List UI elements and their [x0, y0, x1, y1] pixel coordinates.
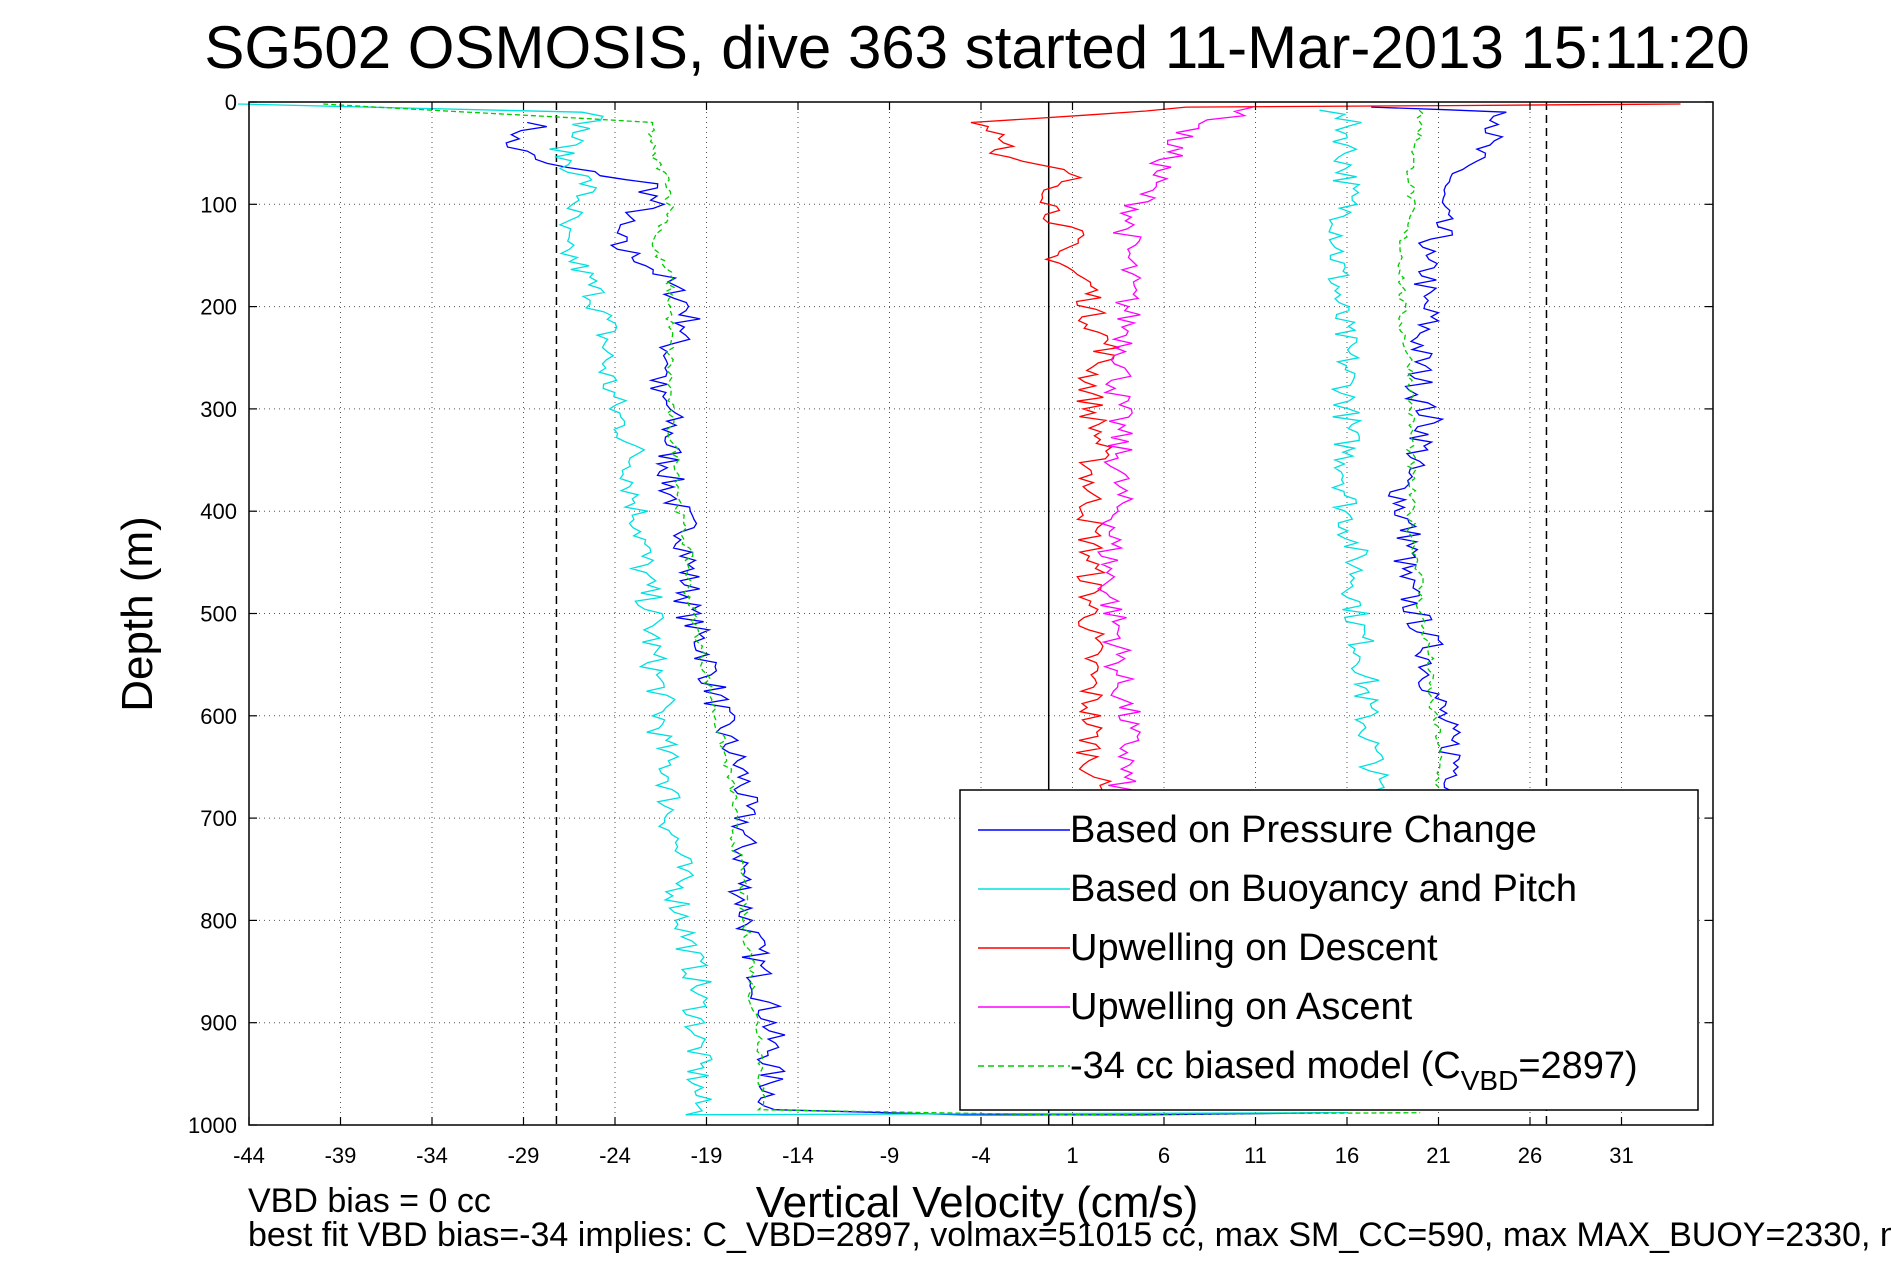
- series-line: [1397, 109, 1443, 809]
- y-tick-label: 200: [200, 295, 237, 320]
- y-tick-label: 900: [200, 1011, 237, 1036]
- x-tick-label: -19: [691, 1143, 723, 1168]
- y-axis-label: Depth (m): [113, 516, 162, 712]
- x-tick-label: 21: [1426, 1143, 1450, 1168]
- x-axis-label: Vertical Velocity (cm/s): [756, 1178, 1199, 1227]
- x-tick-label: -24: [599, 1143, 631, 1168]
- series-line: [323, 103, 1421, 1116]
- series-line: [505, 121, 1329, 1116]
- y-tick-label: 1000: [188, 1113, 237, 1138]
- x-tick-labels: -44 -39 -34 -29 -24 -19 -14 -9 -4 1 6 11 16 21 26 31: [233, 102, 1634, 1168]
- legend-label: Upwelling on Ascent: [1070, 986, 1413, 1028]
- series-line: [970, 103, 1681, 799]
- y-tick-label: 500: [200, 602, 237, 627]
- series-line: [1371, 106, 1507, 809]
- x-tick-label: 11: [1244, 1143, 1267, 1168]
- x-tick-label: -34: [416, 1143, 448, 1168]
- y-tick-label: 300: [200, 397, 237, 422]
- x-tick-label: -44: [233, 1143, 265, 1168]
- series-line: [1319, 109, 1390, 809]
- series-line: [1096, 106, 1254, 799]
- chart-title: SG502 OSMOSIS, dive 363 started 11-Mar-2…: [204, 14, 1749, 81]
- legend-label: Based on Buoyancy and Pitch: [1070, 868, 1577, 910]
- y-tick-label: 600: [200, 704, 237, 729]
- legend-label: Based on Pressure Change: [1070, 809, 1537, 851]
- y-tick-label: 800: [200, 908, 237, 933]
- footer-line-2: best fit VBD bias=-34 implies: C_VBD=289…: [248, 1216, 1891, 1254]
- y-tick-label: 0: [225, 90, 237, 115]
- footer-line-1: VBD bias = 0 cc: [248, 1182, 491, 1220]
- x-tick-label: -39: [325, 1143, 357, 1168]
- x-tick-label: -29: [508, 1143, 540, 1168]
- legend-label: Upwelling on Descent: [1070, 927, 1438, 969]
- y-tick-label: 100: [200, 192, 237, 217]
- x-tick-label: -9: [880, 1143, 900, 1168]
- y-tick-label: 400: [200, 499, 237, 524]
- x-tick-label: 31: [1609, 1143, 1633, 1168]
- legend-box: [959, 789, 1699, 1111]
- x-tick-label: -14: [782, 1143, 814, 1168]
- x-tick-label: 26: [1518, 1143, 1542, 1168]
- x-tick-label: 16: [1335, 1143, 1359, 1168]
- x-tick-label: -4: [971, 1143, 991, 1168]
- y-tick-label: 700: [200, 806, 237, 831]
- series-line: [237, 103, 1348, 1116]
- x-tick-label: 1: [1066, 1143, 1078, 1168]
- y-tick-labels: 0 100 200 300 400 500 600 700 800 900 1000: [188, 90, 1713, 1138]
- legend: Based on Pressure Change Based on Buoyanc…: [959, 789, 1699, 1111]
- series-group: [237, 103, 1681, 1116]
- x-tick-label: 6: [1158, 1143, 1170, 1168]
